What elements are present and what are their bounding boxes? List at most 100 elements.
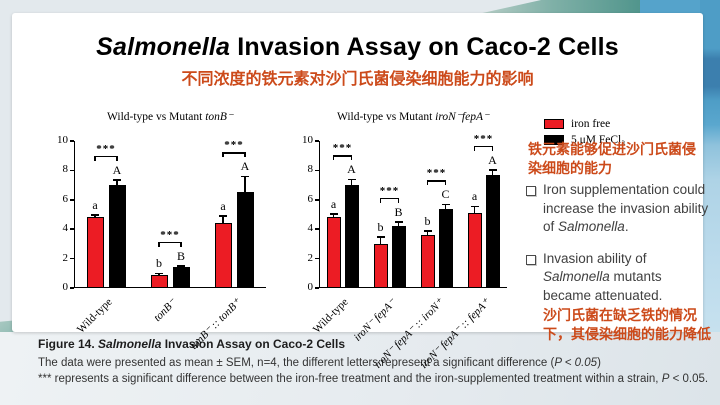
significance-letter: A: [240, 159, 250, 174]
figure-caption-heading: Figure 14. Salmonella Invasion Assay on …: [38, 337, 346, 351]
y-axis-label: 8: [307, 163, 314, 176]
error-bar-cap: [423, 230, 432, 232]
y-axis-tick: [315, 257, 319, 260]
significance-stars: ***: [426, 167, 447, 180]
y-axis-label: 6: [62, 192, 69, 205]
x-axis-category-label: Wild-type: [311, 296, 351, 336]
data-bar: [214, 223, 232, 288]
fecl3-swatch: [544, 135, 564, 145]
significance-letter: b: [424, 213, 431, 228]
error-bar-cap: [376, 236, 385, 238]
legend-item-fecl3: 5 μM FeCl₃: [544, 134, 625, 146]
error-bar-cap: [470, 205, 479, 208]
data-bar: [108, 185, 126, 288]
bracket-tick: [379, 197, 382, 203]
error-bar-cap: [394, 221, 403, 223]
y-axis-tick: [70, 228, 74, 230]
data-bar: [172, 267, 190, 288]
square-bullet-icon: [526, 254, 536, 265]
y-axis-label: 4: [307, 222, 314, 235]
data-bar: [438, 208, 453, 288]
error-bar-line: [491, 169, 494, 175]
significance-stars: ***: [224, 139, 244, 152]
error-bar-cap: [91, 214, 99, 216]
y-axis-label: 2: [307, 251, 314, 264]
bullet-invasion-attenuated: Invasion ability of Salmonella mutants b…: [526, 250, 712, 345]
data-bar: [485, 174, 500, 288]
chart-tonb-mutant: Wild-type vs Mutant tonB⁻ 0 2 4 6 8 10 a A *** Wil…: [26, 105, 271, 352]
blue-side-band-decoration: [700, 0, 720, 346]
error-bar-line: [222, 215, 224, 224]
y-axis-tick: [70, 140, 74, 142]
bracket-tick: [426, 180, 429, 186]
y-axis-tick: [315, 228, 319, 230]
y-axis-tick: [70, 287, 74, 289]
error-bar-line: [350, 179, 353, 186]
y-axis-label: 0: [62, 281, 69, 293]
bracket-line: [474, 145, 493, 148]
chart-iron-fepa-mutant: Wild-type vs Mutant iroN⁻fepA⁻ 0 2 4 6 8 10 a A *…: [275, 105, 515, 371]
square-bullet-icon: [526, 186, 536, 196]
error-bar-cap: [441, 203, 450, 206]
error-bar-cap: [219, 215, 227, 217]
attenuate-annotation-chinese: 沙门氏菌在缺乏铁的情况下，其侵染细胞的能力降低: [543, 307, 711, 342]
figure-caption-body: The data were presented as mean ± SEM, n…: [38, 357, 709, 385]
bracket-tick: [444, 180, 447, 186]
significance-letter: B: [176, 248, 185, 263]
error-bar-line: [473, 206, 476, 214]
bracket-tick: [473, 145, 476, 151]
chart-title: Wild-type vs Mutant iroN⁻fepA⁻: [336, 111, 490, 123]
error-bar-cap: [241, 175, 249, 178]
conclusion-bullets: Iron supplementation could increase the …: [526, 181, 712, 357]
significance-letter: a: [220, 198, 226, 213]
chart-legend: iron free 5 μM FeCl₃: [544, 118, 625, 150]
significance-letter: a: [471, 189, 478, 204]
significance-stars: ***: [160, 228, 180, 241]
y-axis-label: 6: [307, 192, 314, 205]
bracket-line: [380, 197, 399, 200]
y-axis-label: 0: [307, 281, 314, 293]
significance-stars: ***: [96, 142, 116, 155]
bracket-tick: [116, 155, 118, 161]
error-bar-cap: [113, 179, 121, 181]
plot-area: [74, 141, 266, 288]
significance-letter: a: [330, 196, 337, 211]
y-axis-label: 10: [57, 134, 68, 146]
bracket-line: [95, 155, 117, 158]
bracket-tick: [491, 145, 494, 151]
y-axis-tick: [70, 257, 74, 260]
bracket-tick: [332, 155, 335, 161]
promote-annotation-chinese: 铁元素能够促进沙门氏菌侵染细胞的能力: [528, 141, 696, 176]
y-axis-tick: [315, 287, 319, 289]
data-bar: [467, 213, 482, 288]
error-bar-line: [426, 230, 429, 236]
error-bar-line: [332, 213, 335, 217]
bracket-tick: [94, 155, 96, 161]
bracket-tick: [244, 152, 246, 158]
data-bar: [391, 226, 406, 288]
data-bar: [420, 235, 435, 288]
error-bar-line: [444, 204, 447, 209]
error-bar-cap: [155, 272, 163, 275]
y-axis-label: 2: [62, 251, 69, 264]
significance-letter: b: [377, 219, 384, 234]
data-bar: [150, 274, 168, 288]
error-bar-line: [94, 214, 96, 218]
significance-letter: A: [347, 162, 356, 177]
teal-corner-decoration: [478, 0, 644, 14]
iron-free-swatch: [544, 119, 564, 129]
significance-stars: ***: [332, 142, 353, 155]
bracket-tick: [350, 155, 353, 161]
error-bar-cap: [488, 169, 497, 171]
x-axis-category-label: Wild-type: [74, 296, 115, 336]
legend-label: iron free: [571, 118, 611, 130]
bracket-tick: [222, 152, 224, 158]
plot-area: [319, 141, 507, 288]
data-bar: [86, 217, 104, 288]
y-axis-tick: [315, 169, 319, 172]
bullet-text: Iron supplementation could increase the …: [543, 182, 709, 234]
error-bar-cap: [347, 178, 356, 181]
legend-item-iron-free: iron free: [544, 118, 625, 130]
bracket-tick: [397, 197, 400, 203]
y-axis-label: 10: [302, 134, 313, 146]
